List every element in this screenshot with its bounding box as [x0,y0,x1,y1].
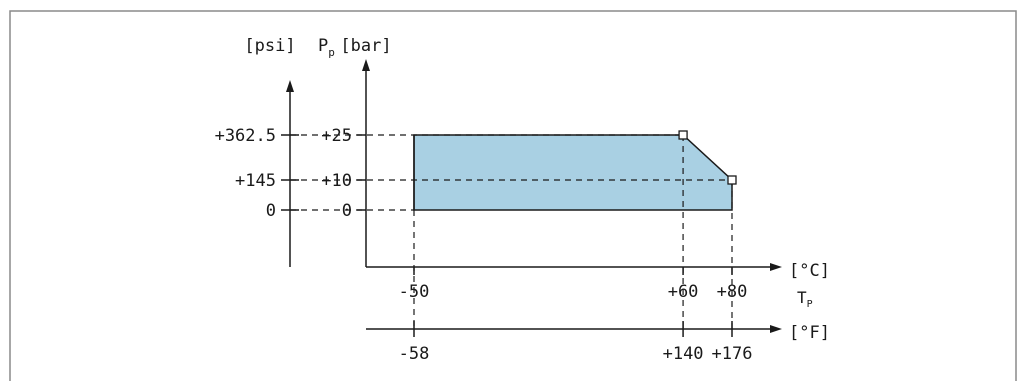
temperature-symbol-letter: T [797,288,807,307]
pressure-symbol-subscript: p [328,46,335,59]
temperature-symbol: TP [797,288,813,310]
bar-tick-label: 0 [342,201,352,221]
operating-area [413,134,733,211]
corner-point-marker [727,175,737,185]
psi-tick-label: +362.5 [215,126,276,146]
celsius-tick-label: -50 [399,282,430,302]
psi-axis-arrow [286,80,294,92]
celsius-tick-label: +60 [668,282,699,302]
bar-tick-label: +25 [321,126,352,146]
bar-tick-label: +10 [321,171,352,191]
corner-point-marker [678,130,688,140]
bar-axis-arrow [362,59,370,71]
bar-unit-label: [bar] [340,36,391,56]
psi-tick-label: 0 [266,201,276,221]
figure-frame [9,10,1017,381]
psi-unit-label: [psi] [244,36,295,56]
celsius-tick-label: +80 [717,282,748,302]
fahrenheit-tick-label: -58 [399,344,430,364]
fahrenheit-tick-label: +140 [663,344,704,364]
fahrenheit-axis-arrow [770,325,782,333]
celsius-axis-arrow [770,263,782,271]
celsius-unit-label: [°C] [789,261,830,281]
temperature-symbol-subscript: P [807,299,813,310]
pressure-symbol-letter: P [318,36,328,56]
psi-tick-label: +145 [235,171,276,191]
fahrenheit-unit-label: [°F] [789,323,830,343]
pressure-symbol: Pp [318,36,335,59]
fahrenheit-tick-label: +176 [712,344,753,364]
chart-marks: +25 +362.5 +10 +145 0 0 -50 -58 +60 +140 +80 +176 [215,126,753,364]
